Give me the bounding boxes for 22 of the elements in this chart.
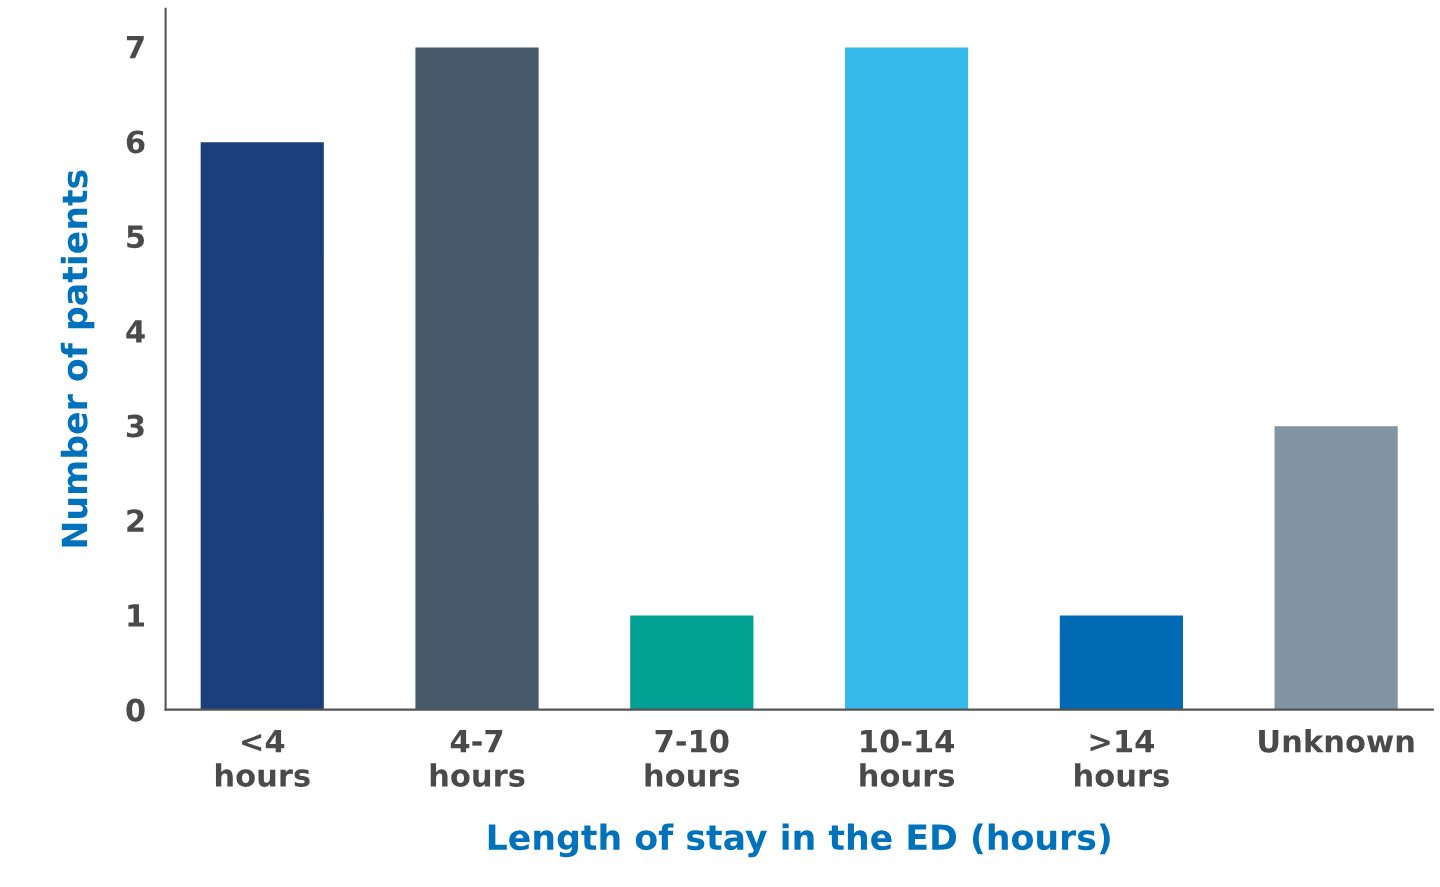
y-tick-label: 1 [128, 604, 145, 627]
x-tick-label: 10-14 hours [860, 729, 955, 787]
bar [199, 140, 326, 710]
y-tick-label: 5 [127, 225, 145, 249]
y-tick-label: 6 [126, 130, 145, 154]
x-tick-label: 7-10 hours [645, 729, 740, 787]
bar [414, 46, 541, 710]
y-tick-label: 7 [126, 36, 144, 59]
x-tick-label: >14 hours [1075, 729, 1169, 787]
y-tick-label: 0 [126, 698, 145, 722]
bar [628, 614, 755, 710]
y-tick-label: 3 [126, 414, 144, 438]
x-tick-label: Unknown [1259, 729, 1414, 753]
bar [1273, 424, 1400, 710]
x-tick-label: <4 hours [215, 729, 310, 787]
bar [1058, 614, 1185, 710]
x-tick-label: 4-7 hours [430, 729, 525, 787]
x-axis-title: Length of stay in the ED (hours) [488, 823, 1110, 858]
y-axis-title: Number of patients [60, 170, 95, 547]
y-tick-label: 4 [126, 320, 145, 343]
y-tick-label: 2 [127, 509, 144, 532]
bar [843, 46, 970, 710]
